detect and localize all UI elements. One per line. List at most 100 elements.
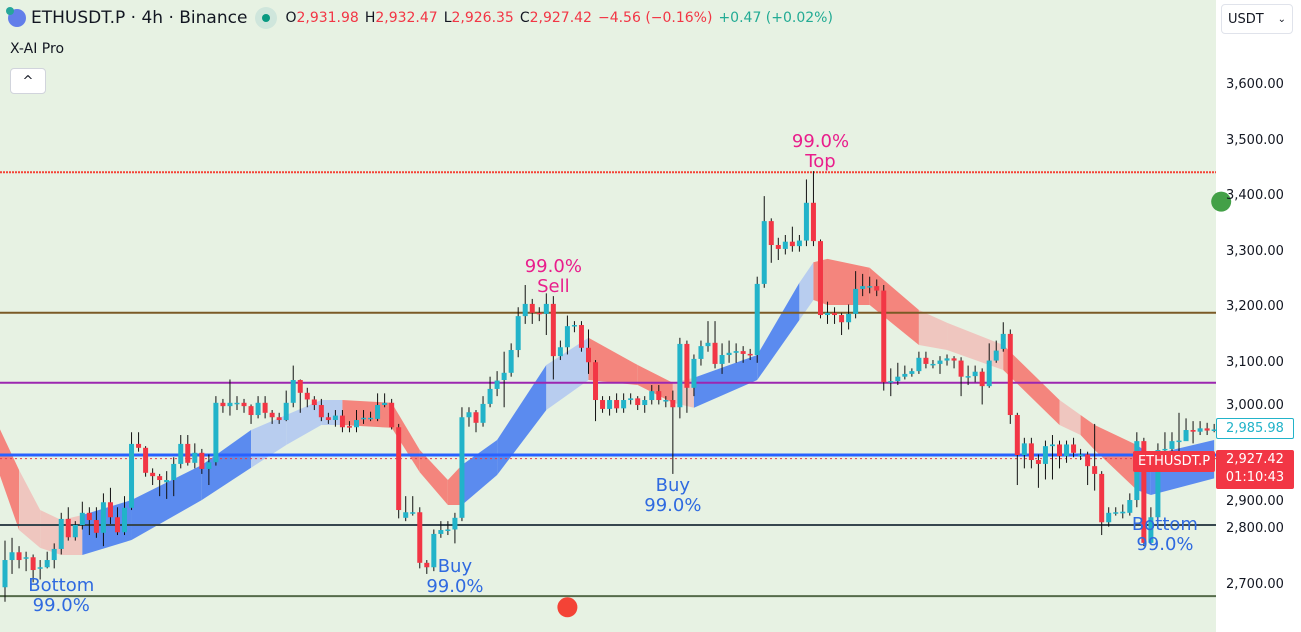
ribbon-segment xyxy=(546,337,589,411)
candle xyxy=(65,507,71,541)
candle xyxy=(16,546,22,569)
y-tick-label: 3,500.00 xyxy=(1226,132,1284,148)
signal-text: 99.0% xyxy=(1136,534,1194,556)
candle xyxy=(234,396,240,411)
price-change: −4.56 (−0.16%) xyxy=(597,10,713,26)
candle xyxy=(107,487,113,524)
candle-body xyxy=(100,502,106,533)
signal-label-buy: Buy 99.0% xyxy=(426,556,483,597)
candle xyxy=(1057,440,1062,469)
candle-body xyxy=(1049,444,1055,447)
candle-body xyxy=(628,398,634,401)
candle-body xyxy=(649,391,655,401)
candle xyxy=(1169,432,1175,455)
candle-body xyxy=(1162,448,1168,451)
candle-body xyxy=(832,312,838,316)
candle xyxy=(339,410,345,433)
candle xyxy=(375,393,381,422)
y-tick-label: 2,900.00 xyxy=(1226,494,1284,509)
collapse-indicators-button[interactable]: ^ xyxy=(10,68,46,94)
currency-dropdown[interactable]: USDT ⌄ xyxy=(1221,4,1293,34)
candle-body xyxy=(1057,444,1062,457)
candle-body xyxy=(944,358,950,361)
signal-label-bottom: Bottom 99.0% xyxy=(28,576,94,616)
candle xyxy=(789,226,795,252)
candle xyxy=(1127,493,1133,516)
candle xyxy=(923,351,929,369)
candle-body xyxy=(185,443,191,463)
candle-body xyxy=(375,405,381,419)
signal-text: Sell xyxy=(537,275,570,297)
candle-body xyxy=(888,381,894,383)
ribbon-segment xyxy=(40,510,62,556)
candle xyxy=(354,410,359,433)
ribbon-segment xyxy=(201,430,252,501)
candle xyxy=(614,393,620,413)
candle-body xyxy=(803,202,809,241)
indicator-name[interactable]: X-AI Pro xyxy=(10,41,65,57)
candle-body xyxy=(810,202,816,242)
candle-body xyxy=(1148,517,1154,543)
candle-body xyxy=(600,400,606,409)
candle-body xyxy=(508,350,514,373)
candle xyxy=(944,354,950,366)
candle xyxy=(501,351,507,408)
candle xyxy=(515,307,521,358)
candle xyxy=(937,356,943,374)
candle-body xyxy=(2,560,8,588)
candle-body xyxy=(1211,429,1217,431)
candle-body xyxy=(642,400,648,406)
ribbon-segment xyxy=(827,258,870,306)
symbol-title[interactable]: ETHUSDT.P · 4h · Binance xyxy=(31,8,248,28)
candle xyxy=(9,537,15,574)
candle xyxy=(452,512,458,544)
candle-body xyxy=(480,403,486,423)
candle-body xyxy=(318,405,324,418)
candle-body xyxy=(382,402,388,406)
candle xyxy=(100,493,106,547)
candle xyxy=(621,393,627,413)
signal-label-sell: 99.0% Sell xyxy=(525,256,582,297)
candle-body xyxy=(1007,333,1013,416)
signal-label-buy: Buy 99.0% xyxy=(644,476,701,516)
candle xyxy=(143,446,149,477)
candle xyxy=(438,521,444,538)
candle-body xyxy=(550,303,556,357)
candle xyxy=(1148,507,1154,544)
candle-body xyxy=(839,315,845,323)
y-tick-label: 3,600.00 xyxy=(1226,77,1284,92)
candle-body xyxy=(529,303,535,313)
ribbon-segment xyxy=(1080,415,1095,451)
candle xyxy=(171,457,177,497)
candle xyxy=(642,396,648,413)
candle-body xyxy=(396,427,402,511)
candle xyxy=(1176,412,1182,452)
candle-body xyxy=(585,347,591,363)
candle-body xyxy=(578,325,584,348)
candle-body xyxy=(466,412,472,418)
candle xyxy=(564,315,570,355)
candle xyxy=(839,312,845,336)
candle xyxy=(979,368,985,405)
candle-body xyxy=(1078,454,1084,456)
ethereum-logo-icon xyxy=(6,7,26,27)
candle-body xyxy=(51,548,57,561)
candle-body xyxy=(417,512,423,563)
candle xyxy=(1197,421,1203,436)
candle-body xyxy=(93,520,99,533)
candle xyxy=(51,543,57,569)
price-axis[interactable] xyxy=(1216,0,1301,632)
candle-body xyxy=(698,346,704,359)
candle-body xyxy=(1042,446,1048,464)
candle-body xyxy=(227,402,233,407)
candle xyxy=(44,551,50,569)
candle xyxy=(157,473,163,497)
candle-body xyxy=(65,518,71,538)
candle-body xyxy=(691,358,697,388)
candle xyxy=(480,396,486,427)
candle-body xyxy=(9,552,15,561)
candle xyxy=(325,412,331,424)
y-tick-label: 3,100.00 xyxy=(1226,354,1284,370)
candle-body xyxy=(1141,441,1147,543)
